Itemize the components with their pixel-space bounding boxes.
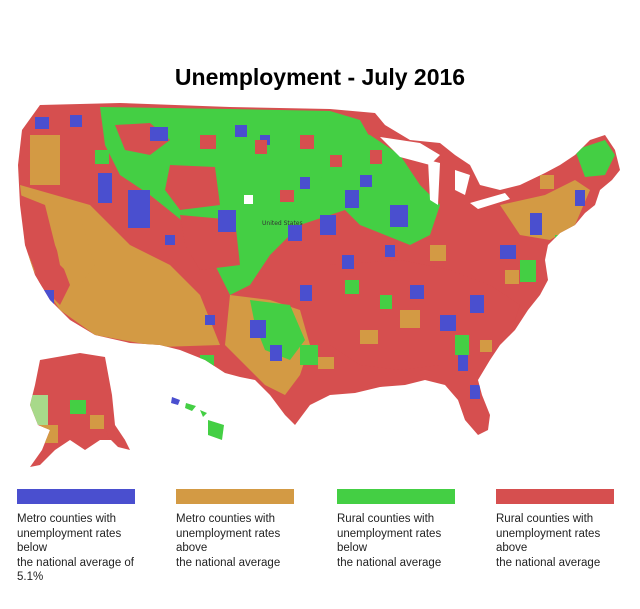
- metro-below-patches: [35, 115, 585, 399]
- great-lakes: [380, 137, 510, 209]
- region-wyoming-red: [165, 165, 220, 210]
- alaska-panhandle: [105, 425, 130, 450]
- legend-swatch: [176, 489, 294, 504]
- legend-swatch: [17, 489, 135, 504]
- legend-swatch: [337, 489, 455, 504]
- region-midwest: [320, 125, 440, 245]
- region-northeast: [500, 180, 590, 240]
- region-california-coast: [20, 195, 70, 305]
- legend-label: Metro counties with unemployment rates ab…: [176, 513, 281, 569]
- legend-label: Metro counties with unemployment rates be…: [17, 513, 135, 583]
- legend-item-metro-below: Metro counties with unemployment rates be…: [17, 489, 152, 585]
- region-nevada: [50, 215, 95, 285]
- legend-item-rural-above: Rural counties with unemployment rates ab…: [496, 489, 631, 570]
- hawaii: [171, 397, 224, 440]
- metro-above-patches: [30, 135, 554, 369]
- region-new-england: [575, 140, 615, 177]
- legend-label: Rural counties with unemployment rates ab…: [496, 513, 601, 569]
- alaska: [30, 353, 125, 467]
- legend-swatch: [496, 489, 614, 504]
- map-country-label: United States: [262, 220, 303, 227]
- blank-county: [244, 195, 253, 204]
- rural-above-patches: [200, 135, 382, 202]
- legend-label: Rural counties with unemployment rates be…: [337, 513, 442, 569]
- region-texas-green: [250, 300, 305, 360]
- legend-item-metro-above: Metro counties with unemployment rates ab…: [176, 489, 311, 570]
- legend: Metro counties with unemployment rates be…: [0, 489, 640, 583]
- rural-below-patches: [95, 150, 565, 369]
- map-title: Unemployment - July 2016: [174, 64, 466, 90]
- us-county-map: United States: [18, 103, 620, 467]
- legend-item-rural-below: Rural counties with unemployment rates be…: [337, 489, 472, 570]
